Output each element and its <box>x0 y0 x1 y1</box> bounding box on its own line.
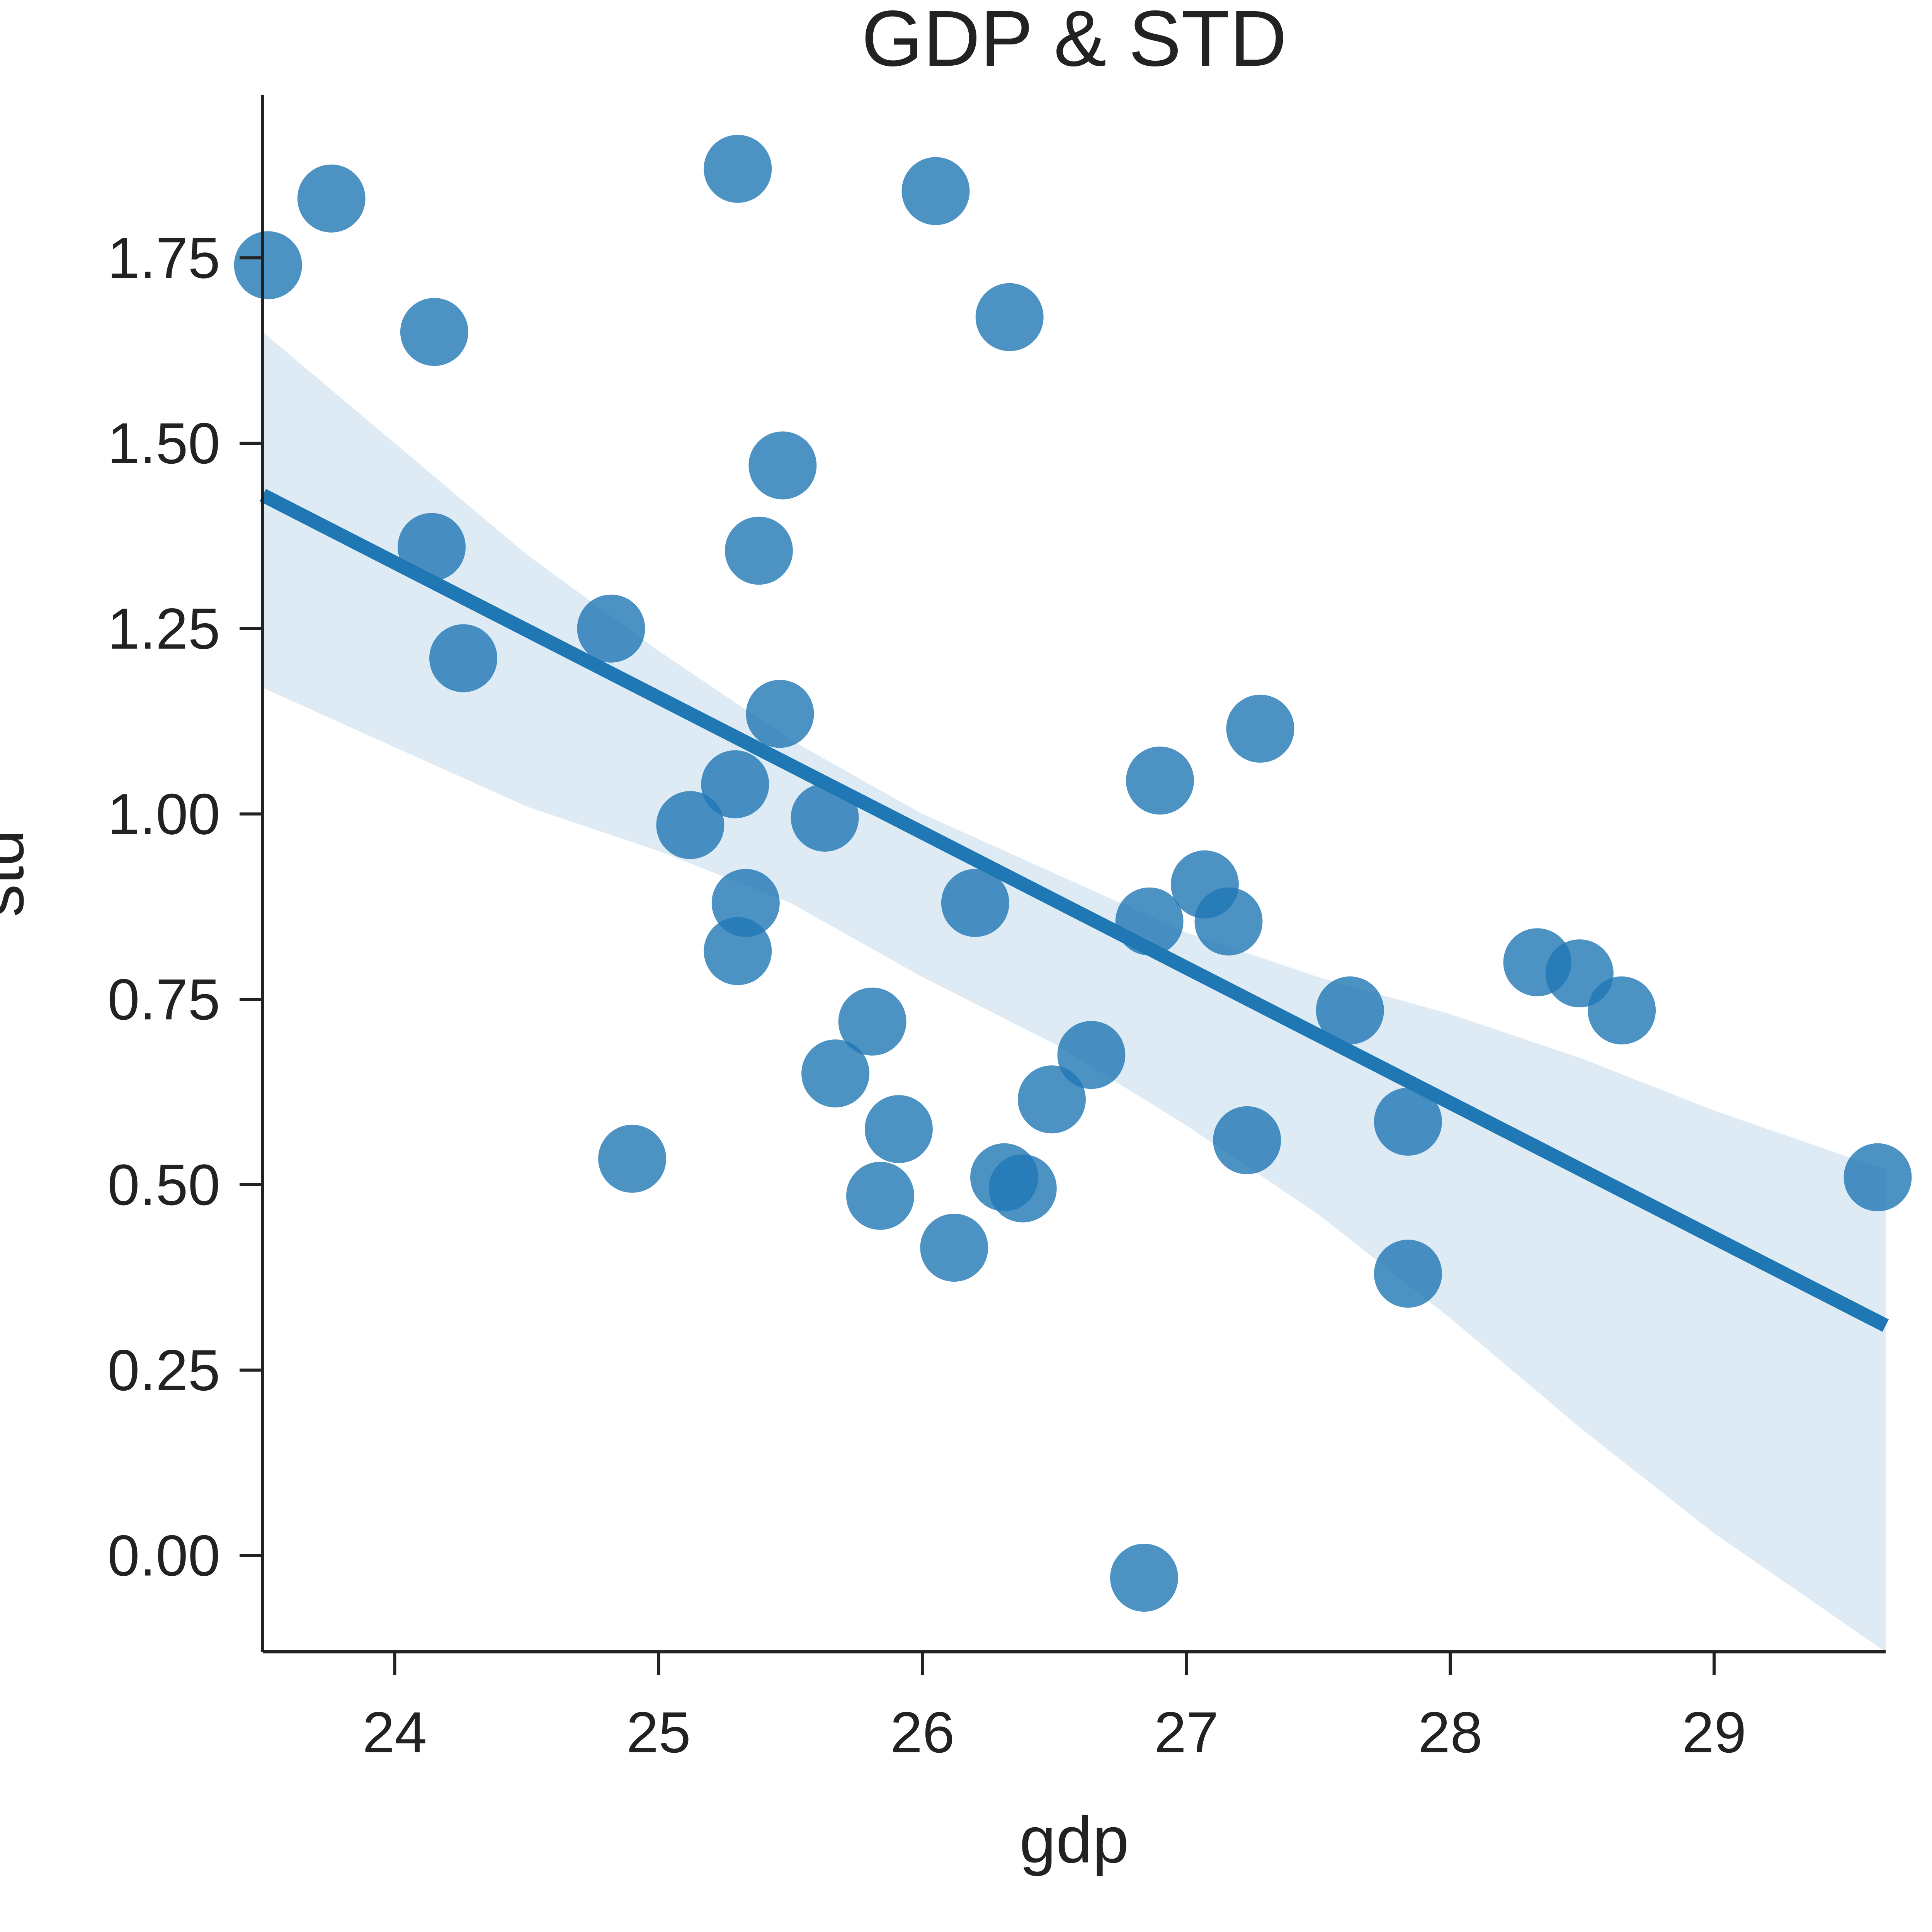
x-tick-label: 24 <box>362 1700 427 1765</box>
scatter-point-25 <box>988 1154 1057 1223</box>
x-tick-label: 28 <box>1418 1700 1483 1765</box>
scatter-point-37 <box>1374 1240 1442 1308</box>
scatter-point-17 <box>838 987 906 1056</box>
x-tick-label: 27 <box>1154 1700 1219 1765</box>
scatter-point-15 <box>791 784 859 852</box>
scatter-point-1 <box>297 164 366 233</box>
scatter-point-27 <box>1057 1021 1126 1089</box>
regression-line <box>259 489 1889 1332</box>
scatter-point-11 <box>704 917 772 985</box>
regression-line-layer <box>259 489 1889 1332</box>
x-tick-label: 25 <box>626 1700 691 1765</box>
scatter-point-41 <box>1844 1143 1912 1211</box>
scatter-point-34 <box>1226 694 1294 763</box>
scatter-point-3 <box>398 513 466 581</box>
scatter-point-0 <box>234 231 302 299</box>
scatter-points-layer <box>234 134 1912 1612</box>
scatter-point-20 <box>901 157 970 225</box>
x-tick-label: 29 <box>1682 1700 1747 1765</box>
y-axis-ticks: 0.00 0.25 0.50 0.75 1.00 1.25 1.50 1.75 <box>107 225 263 1588</box>
plot-area <box>234 134 1912 1652</box>
y-tick-label: 1.75 <box>107 225 220 290</box>
scatter-point-18 <box>846 1162 914 1230</box>
scatter-point-2 <box>400 298 468 366</box>
scatter-point-24 <box>975 283 1044 351</box>
scatter-point-21 <box>920 1214 988 1282</box>
scatter-point-36 <box>1374 1087 1442 1156</box>
x-axis-ticks: 24 25 26 27 28 29 <box>362 1652 1747 1765</box>
y-axis-label: std <box>0 830 37 917</box>
y-tick-label: 0.50 <box>107 1152 220 1217</box>
y-tick-label: 1.25 <box>107 596 220 661</box>
x-tick-label: 26 <box>890 1700 955 1765</box>
scatter-point-16 <box>801 1039 869 1108</box>
scatter-point-29 <box>1115 887 1184 956</box>
scatter-point-9 <box>701 750 769 818</box>
y-tick-label: 0.25 <box>107 1338 220 1403</box>
scatter-point-28 <box>1110 1544 1178 1612</box>
scatter-point-4 <box>429 624 497 692</box>
scatter-point-35 <box>1316 976 1384 1044</box>
chart-title: GDP & STD <box>861 0 1287 83</box>
scatter-point-33 <box>1213 1106 1281 1174</box>
scatter-point-40 <box>1588 976 1656 1044</box>
scatter-point-5 <box>577 594 645 663</box>
scatter-point-7 <box>656 791 724 859</box>
scatter-point-19 <box>864 1095 933 1163</box>
x-axis-label: gdp <box>1019 1803 1129 1877</box>
scatter-point-32 <box>1194 887 1263 956</box>
scatter-point-30 <box>1126 747 1194 815</box>
y-tick-label: 0.75 <box>107 967 220 1032</box>
confidence-band-layer <box>263 332 1886 1652</box>
scatter-point-12 <box>724 517 793 585</box>
y-tick-label: 1.50 <box>107 411 220 476</box>
scatter-point-6 <box>598 1124 667 1193</box>
y-tick-label: 0.00 <box>107 1523 220 1588</box>
y-tick-label: 1.00 <box>107 781 220 846</box>
scatter-point-26 <box>1018 1065 1086 1134</box>
scatter-point-22 <box>941 869 1009 937</box>
scatter-point-13 <box>748 431 817 500</box>
confidence-band <box>263 332 1886 1652</box>
scatter-point-8 <box>704 134 772 203</box>
scatter-point-14 <box>746 680 814 748</box>
